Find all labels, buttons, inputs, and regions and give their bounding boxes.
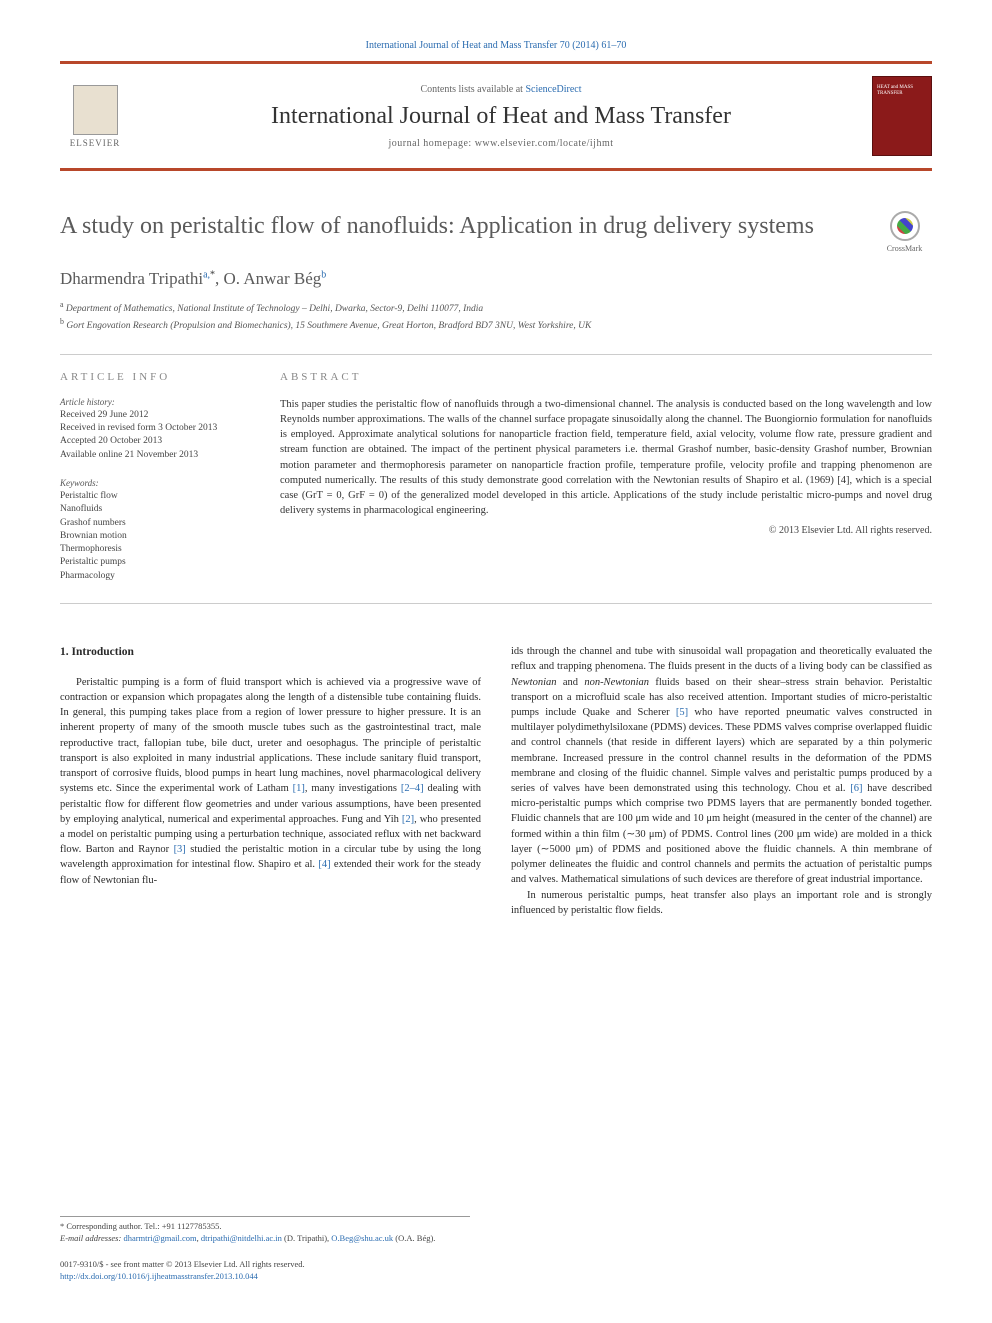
italic-non-newtonian: non-Newtonian	[584, 677, 649, 688]
page-footer: * Corresponding author. Tel.: +91 112778…	[60, 1216, 932, 1283]
keyword: Thermophoresis	[60, 543, 250, 556]
history-received: Received 29 June 2012	[60, 409, 250, 422]
crossmark-icon	[890, 211, 920, 241]
title-row: A study on peristaltic flow of nanofluid…	[60, 211, 932, 253]
divider-top	[60, 354, 932, 355]
ref-link-3[interactable]: [3]	[174, 844, 186, 855]
email-link-3[interactable]: O.Beg@shu.ac.uk	[331, 1233, 393, 1243]
sciencedirect-link[interactable]: ScienceDirect	[525, 84, 581, 95]
article-title: A study on peristaltic flow of nanofluid…	[60, 211, 877, 242]
intro-paragraph-1-cont: ids through the channel and tube with si…	[511, 644, 932, 888]
keyword: Peristaltic pumps	[60, 556, 250, 569]
abstract-text: This paper studies the peristaltic flow …	[280, 397, 932, 519]
ref-link-2-4[interactable]: [2–4]	[401, 783, 424, 794]
corr-author-line: * Corresponding author. Tel.: +91 112778…	[60, 1221, 470, 1233]
issn-copyright-line: 0017-9310/$ - see front matter © 2013 El…	[60, 1259, 932, 1271]
journal-reference: International Journal of Heat and Mass T…	[60, 40, 932, 51]
author-1[interactable]: Dharmendra Tripathi	[60, 269, 203, 288]
authors-line: Dharmendra Tripathia,*, O. Anwar Bégb	[60, 269, 932, 289]
keyword: Nanofluids	[60, 503, 250, 516]
journal-header: ELSEVIER Contents lists available at Sci…	[60, 61, 932, 171]
keyword: Grashof numbers	[60, 517, 250, 530]
body-columns: 1. Introduction Peristaltic pumping is a…	[60, 644, 932, 918]
ref-link-6[interactable]: [6]	[850, 783, 862, 794]
affiliation-a: a Department of Mathematics, National In…	[60, 299, 932, 316]
homepage-prefix: journal homepage:	[388, 138, 474, 149]
intro-paragraph-2: In numerous peristaltic pumps, heat tran…	[511, 888, 932, 918]
ref-link-2[interactable]: [2]	[402, 814, 414, 825]
email-link-2[interactable]: dtripathi@nitdelhi.ac.in	[201, 1233, 282, 1243]
keywords-label: Keywords:	[60, 478, 250, 488]
email-link-1[interactable]: dharmtri@gmail.com	[123, 1233, 196, 1243]
journal-cover-thumbnail[interactable]: HEAT and MASS TRANSFER	[872, 76, 932, 156]
publisher-name: ELSEVIER	[70, 138, 121, 148]
author-1-affil: a,	[203, 269, 210, 280]
email-label: E-mail addresses:	[60, 1233, 121, 1243]
affiliations: a Department of Mathematics, National In…	[60, 299, 932, 334]
abstract-heading: ABSTRACT	[280, 371, 932, 383]
divider-bottom	[60, 603, 932, 604]
affiliation-b: b Gort Engovation Research (Propulsion a…	[60, 316, 932, 333]
corresponding-author-block: * Corresponding author. Tel.: +91 112778…	[60, 1216, 470, 1245]
ref-link-4[interactable]: [4]	[318, 859, 330, 870]
article-info-column: ARTICLE INFO Article history: Received 2…	[60, 371, 250, 583]
email-line: E-mail addresses: dharmtri@gmail.com, dt…	[60, 1233, 470, 1245]
history-revised: Received in revised form 3 October 2013	[60, 422, 250, 435]
elsevier-tree-icon	[73, 85, 118, 135]
elsevier-logo[interactable]: ELSEVIER	[60, 76, 130, 156]
keyword: Brownian motion	[60, 530, 250, 543]
keyword: Pharmacology	[60, 570, 250, 583]
ref-link-5[interactable]: [5]	[676, 707, 688, 718]
abstract-copyright: © 2013 Elsevier Ltd. All rights reserved…	[280, 525, 932, 536]
crossmark-label: CrossMark	[887, 244, 923, 253]
contents-available-line: Contents lists available at ScienceDirec…	[130, 84, 872, 95]
body-column-right: ids through the channel and tube with si…	[511, 644, 932, 918]
history-accepted: Accepted 20 October 2013	[60, 435, 250, 448]
journal-name: International Journal of Heat and Mass T…	[130, 103, 872, 130]
history-label: Article history:	[60, 397, 250, 407]
author-sep: ,	[215, 269, 224, 288]
history-online: Available online 21 November 2013	[60, 449, 250, 462]
intro-paragraph-1: Peristaltic pumping is a form of fluid t…	[60, 675, 481, 888]
author-2[interactable]: O. Anwar Bég	[224, 269, 322, 288]
italic-newtonian: Newtonian	[511, 677, 557, 688]
doi-link[interactable]: http://dx.doi.org/10.1016/j.ijheatmasstr…	[60, 1271, 258, 1281]
doi-block: 0017-9310/$ - see front matter © 2013 El…	[60, 1259, 932, 1283]
cover-label: HEAT and MASS TRANSFER	[877, 85, 931, 97]
author-2-affil: b	[321, 269, 326, 280]
section-heading-intro: 1. Introduction	[60, 644, 481, 661]
contents-prefix: Contents lists available at	[420, 84, 525, 95]
abstract-column: ABSTRACT This paper studies the peristal…	[280, 371, 932, 583]
article-info-heading: ARTICLE INFO	[60, 371, 250, 383]
keyword: Peristaltic flow	[60, 490, 250, 503]
crossmark-badge[interactable]: CrossMark	[877, 211, 932, 253]
header-center: Contents lists available at ScienceDirec…	[130, 84, 872, 149]
homepage-line: journal homepage: www.elsevier.com/locat…	[130, 138, 872, 149]
info-abstract-row: ARTICLE INFO Article history: Received 2…	[60, 371, 932, 583]
ref-link-1[interactable]: [1]	[293, 783, 305, 794]
homepage-url[interactable]: www.elsevier.com/locate/ijhmt	[475, 138, 614, 149]
body-column-left: 1. Introduction Peristaltic pumping is a…	[60, 644, 481, 918]
